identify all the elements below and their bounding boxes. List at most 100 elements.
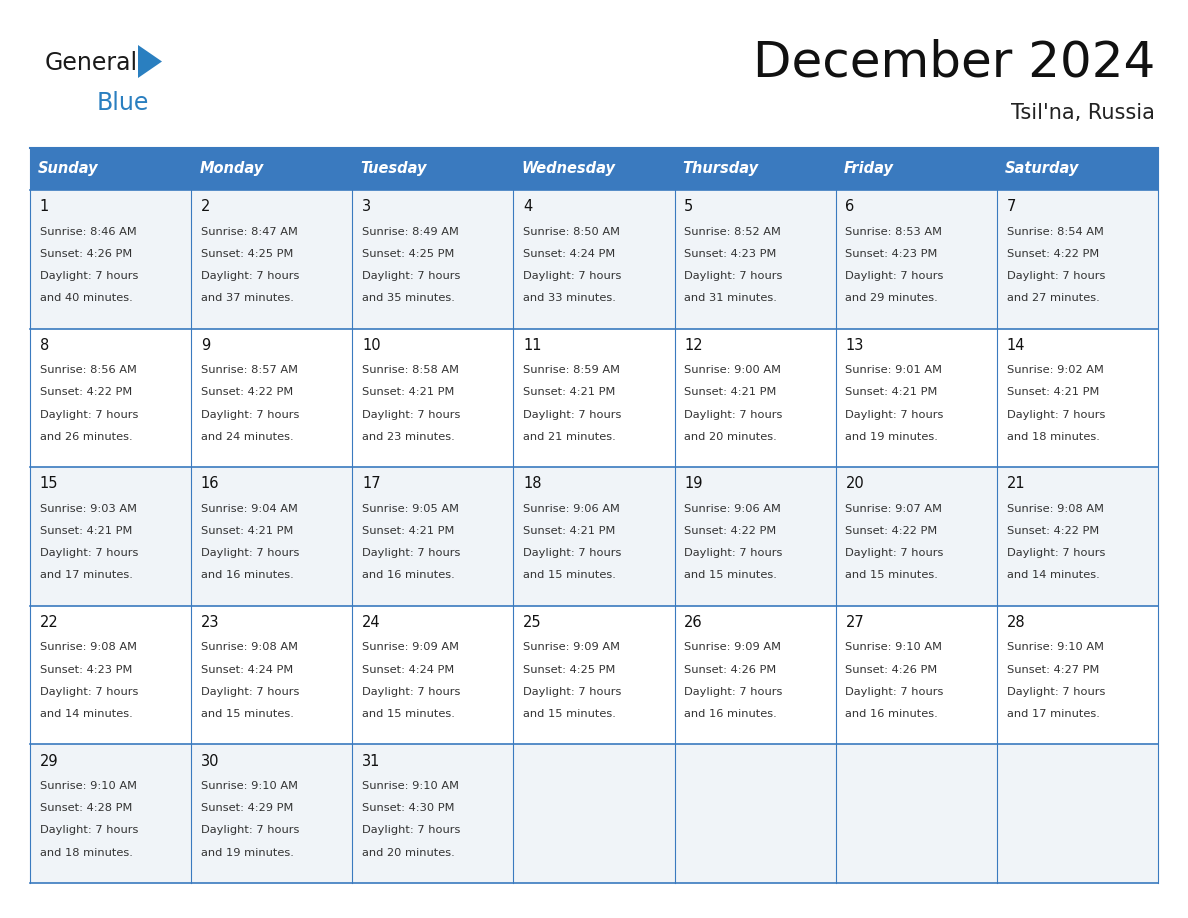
Bar	[353, 148, 513, 190]
Bar	[835, 329, 997, 467]
Text: Daylight: 7 hours: Daylight: 7 hours	[1006, 409, 1105, 420]
Text: and 16 minutes.: and 16 minutes.	[846, 709, 939, 719]
Bar	[30, 329, 191, 467]
Text: Saturday: Saturday	[1005, 162, 1079, 176]
Text: Sunset: 4:23 PM: Sunset: 4:23 PM	[684, 249, 777, 259]
Text: Daylight: 7 hours: Daylight: 7 hours	[846, 548, 943, 558]
Text: Sunrise: 8:59 AM: Sunrise: 8:59 AM	[523, 365, 620, 375]
Text: Wednesday: Wednesday	[522, 162, 615, 176]
Text: and 20 minutes.: and 20 minutes.	[362, 847, 455, 857]
Text: 10: 10	[362, 338, 380, 353]
Text: 22: 22	[39, 615, 58, 630]
Text: Sunrise: 8:58 AM: Sunrise: 8:58 AM	[362, 365, 459, 375]
Bar	[997, 744, 1158, 883]
Bar	[353, 190, 513, 329]
Text: and 26 minutes.: and 26 minutes.	[39, 431, 132, 442]
Text: Sunset: 4:26 PM: Sunset: 4:26 PM	[39, 249, 132, 259]
Text: Daylight: 7 hours: Daylight: 7 hours	[846, 409, 943, 420]
Text: Sunset: 4:22 PM: Sunset: 4:22 PM	[846, 526, 937, 536]
Bar	[997, 606, 1158, 744]
Bar	[513, 467, 675, 606]
Text: Sunday: Sunday	[38, 162, 99, 176]
Text: and 37 minutes.: and 37 minutes.	[201, 293, 293, 303]
Text: Sunrise: 9:08 AM: Sunrise: 9:08 AM	[1006, 504, 1104, 514]
Text: Sunrise: 9:04 AM: Sunrise: 9:04 AM	[201, 504, 298, 514]
Text: Sunset: 4:27 PM: Sunset: 4:27 PM	[1006, 665, 1099, 675]
Text: Daylight: 7 hours: Daylight: 7 hours	[201, 825, 299, 835]
Bar	[353, 606, 513, 744]
Text: Sunset: 4:24 PM: Sunset: 4:24 PM	[523, 249, 615, 259]
Text: 24: 24	[362, 615, 380, 630]
Text: Blue: Blue	[97, 91, 150, 115]
Text: 11: 11	[523, 338, 542, 353]
Text: Daylight: 7 hours: Daylight: 7 hours	[362, 271, 460, 281]
Text: Sunrise: 9:10 AM: Sunrise: 9:10 AM	[362, 781, 459, 791]
Text: Sunrise: 9:05 AM: Sunrise: 9:05 AM	[362, 504, 459, 514]
Text: Daylight: 7 hours: Daylight: 7 hours	[846, 687, 943, 697]
Bar	[513, 329, 675, 467]
Text: Daylight: 7 hours: Daylight: 7 hours	[523, 687, 621, 697]
Text: General: General	[45, 51, 138, 75]
Text: Sunset: 4:25 PM: Sunset: 4:25 PM	[201, 249, 293, 259]
Text: 25: 25	[523, 615, 542, 630]
Text: Daylight: 7 hours: Daylight: 7 hours	[684, 548, 783, 558]
Text: and 16 minutes.: and 16 minutes.	[684, 709, 777, 719]
Text: and 15 minutes.: and 15 minutes.	[523, 570, 615, 580]
Text: 28: 28	[1006, 615, 1025, 630]
Bar	[835, 148, 997, 190]
Bar	[675, 467, 835, 606]
Text: Daylight: 7 hours: Daylight: 7 hours	[362, 687, 460, 697]
Bar	[191, 744, 353, 883]
Text: and 31 minutes.: and 31 minutes.	[684, 293, 777, 303]
Text: Sunset: 4:22 PM: Sunset: 4:22 PM	[1006, 249, 1099, 259]
Text: Monday: Monday	[200, 162, 264, 176]
Bar	[835, 606, 997, 744]
Text: 18: 18	[523, 476, 542, 491]
Text: Sunset: 4:21 PM: Sunset: 4:21 PM	[362, 387, 454, 397]
Text: Daylight: 7 hours: Daylight: 7 hours	[39, 687, 138, 697]
Text: Sunrise: 8:56 AM: Sunrise: 8:56 AM	[39, 365, 137, 375]
Bar	[191, 606, 353, 744]
Text: 2: 2	[201, 199, 210, 214]
Text: Daylight: 7 hours: Daylight: 7 hours	[362, 825, 460, 835]
Text: 19: 19	[684, 476, 703, 491]
Text: Sunrise: 9:09 AM: Sunrise: 9:09 AM	[523, 643, 620, 653]
Text: Daylight: 7 hours: Daylight: 7 hours	[39, 825, 138, 835]
Text: Daylight: 7 hours: Daylight: 7 hours	[362, 548, 460, 558]
Text: Sunrise: 9:10 AM: Sunrise: 9:10 AM	[39, 781, 137, 791]
Text: Sunrise: 9:08 AM: Sunrise: 9:08 AM	[39, 643, 137, 653]
Text: and 40 minutes.: and 40 minutes.	[39, 293, 132, 303]
Bar	[353, 744, 513, 883]
Text: Sunset: 4:25 PM: Sunset: 4:25 PM	[362, 249, 454, 259]
Text: and 19 minutes.: and 19 minutes.	[201, 847, 293, 857]
Bar	[30, 744, 191, 883]
Text: 29: 29	[39, 754, 58, 768]
Text: Sunrise: 8:49 AM: Sunrise: 8:49 AM	[362, 227, 459, 237]
Text: Sunrise: 9:06 AM: Sunrise: 9:06 AM	[523, 504, 620, 514]
Text: Sunrise: 8:54 AM: Sunrise: 8:54 AM	[1006, 227, 1104, 237]
Text: Daylight: 7 hours: Daylight: 7 hours	[1006, 548, 1105, 558]
Text: Sunrise: 9:06 AM: Sunrise: 9:06 AM	[684, 504, 782, 514]
Text: Sunset: 4:29 PM: Sunset: 4:29 PM	[201, 803, 293, 813]
Text: 30: 30	[201, 754, 220, 768]
Bar	[997, 148, 1158, 190]
Bar	[675, 190, 835, 329]
Text: 12: 12	[684, 338, 703, 353]
Text: Daylight: 7 hours: Daylight: 7 hours	[39, 548, 138, 558]
Bar	[835, 744, 997, 883]
Bar	[513, 148, 675, 190]
Text: and 15 minutes.: and 15 minutes.	[523, 709, 615, 719]
Text: and 15 minutes.: and 15 minutes.	[201, 709, 293, 719]
Text: 13: 13	[846, 338, 864, 353]
Text: and 29 minutes.: and 29 minutes.	[846, 293, 939, 303]
Bar	[675, 744, 835, 883]
Text: Sunrise: 9:03 AM: Sunrise: 9:03 AM	[39, 504, 137, 514]
Text: Sunrise: 9:09 AM: Sunrise: 9:09 AM	[362, 643, 459, 653]
Text: 9: 9	[201, 338, 210, 353]
Text: Daylight: 7 hours: Daylight: 7 hours	[201, 548, 299, 558]
Bar	[997, 190, 1158, 329]
Text: Thursday: Thursday	[683, 162, 759, 176]
Text: Sunrise: 9:10 AM: Sunrise: 9:10 AM	[846, 643, 942, 653]
Text: Sunrise: 9:01 AM: Sunrise: 9:01 AM	[846, 365, 942, 375]
Text: Daylight: 7 hours: Daylight: 7 hours	[39, 409, 138, 420]
